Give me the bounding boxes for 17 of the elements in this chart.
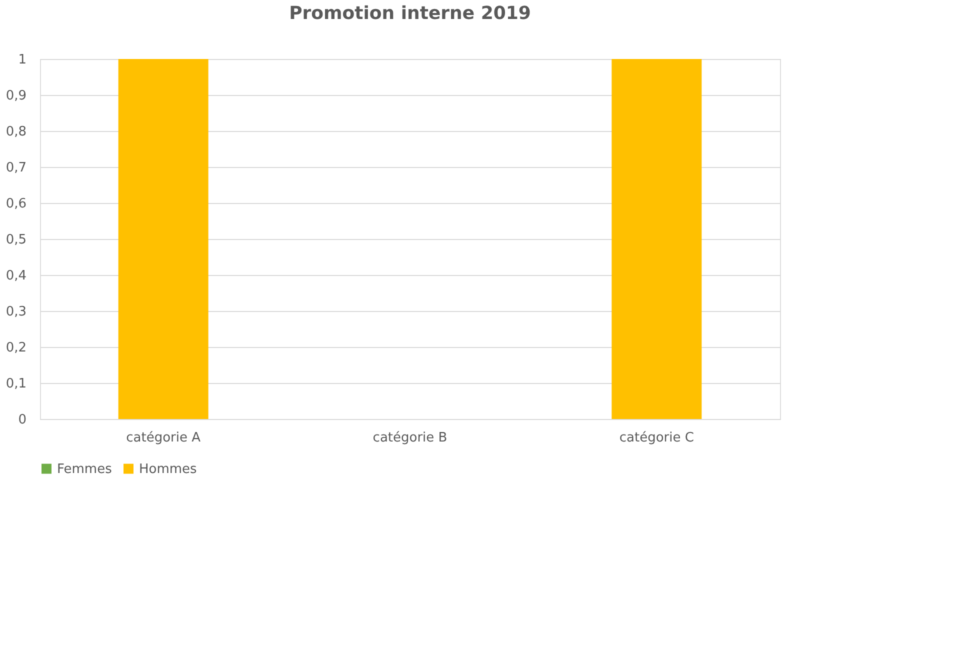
y-tick-label: 0,7: [6, 160, 26, 176]
legend-label: Femmes: [57, 462, 112, 477]
y-tick-label: 0,3: [6, 304, 26, 320]
y-tick-label: 0,1: [6, 376, 26, 392]
y-tick-label: 0,6: [6, 196, 26, 212]
y-tick-label: 0,2: [6, 340, 26, 356]
chart-title: Promotion interne 2019: [289, 3, 531, 24]
legend-label: Hommes: [139, 462, 198, 477]
x-tick-label: catégorie B: [372, 430, 448, 446]
y-tick-label: 1: [18, 52, 26, 68]
y-tick-label: 0,5: [6, 232, 26, 248]
x-tick-label: catégorie A: [126, 430, 201, 446]
y-tick-label: 0: [18, 412, 26, 428]
y-tick-label: 0,4: [6, 268, 26, 284]
x-tick-label: catégorie C: [619, 430, 694, 446]
y-tick-label: 0,9: [6, 88, 26, 104]
y-tick-label: 0,8: [6, 124, 26, 140]
